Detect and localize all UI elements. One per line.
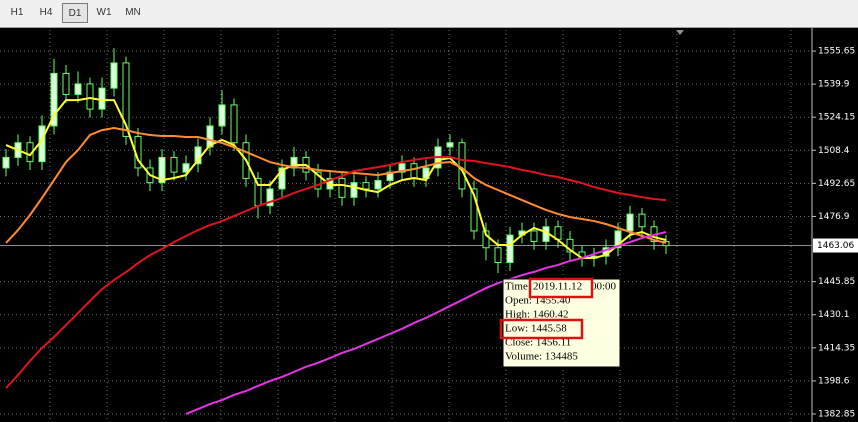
- moving-average: [5, 156, 667, 389]
- candle-body: [662, 240, 670, 247]
- candle-body: [530, 230, 538, 242]
- candle-body: [374, 180, 382, 190]
- candle-body: [266, 188, 274, 207]
- y-tick-label: 1524.15: [818, 113, 855, 123]
- candle-body: [206, 125, 214, 148]
- y-tick-label: 1382.85: [818, 409, 855, 419]
- highlight-box: [499, 318, 584, 340]
- highlight-box: [528, 277, 594, 299]
- timeframe-button[interactable]: W1: [96, 7, 112, 18]
- tooltip-line: Close: 1456.11: [505, 337, 571, 349]
- y-tick-label: 1508.4: [818, 146, 850, 156]
- candle-body: [110, 62, 118, 89]
- candle-body: [494, 247, 502, 263]
- tooltip-line: Low: 1445.58: [505, 323, 567, 335]
- candle-body: [122, 62, 130, 137]
- tooltip-line: High: 1460.42: [505, 309, 569, 321]
- current-price-label: 1463.06: [817, 241, 854, 251]
- candle-body: [626, 213, 634, 232]
- timeframe-button[interactable]: D1: [62, 3, 88, 23]
- price-label-box: [813, 238, 858, 253]
- y-tick-label: 1430.1: [818, 310, 850, 320]
- tooltip-box: [502, 278, 621, 368]
- moving-average: [5, 127, 667, 244]
- shift-marker: [676, 30, 684, 35]
- candle-body: [218, 104, 226, 127]
- timeframe-button[interactable]: H1: [10, 7, 24, 18]
- candle-body: [470, 188, 478, 232]
- candle-body: [182, 163, 190, 173]
- y-tick-label: 1414.35: [818, 343, 855, 353]
- moving-average: [5, 96, 667, 260]
- candle-body: [74, 83, 82, 95]
- y-tick-label: 1539.9: [818, 80, 850, 90]
- candle-body: [398, 163, 406, 173]
- candle-body: [86, 83, 94, 110]
- candle-body: [350, 182, 358, 198]
- tooltip-time-label: Time:: [505, 281, 531, 293]
- candle-body: [638, 213, 646, 228]
- tooltip-line: Volume: 134485: [505, 351, 578, 363]
- timeframe-button[interactable]: MN: [125, 7, 141, 18]
- candle-body: [410, 163, 418, 179]
- candle-body: [446, 142, 454, 148]
- candle-body: [98, 87, 106, 110]
- y-tick-label: 1492.65: [818, 179, 855, 189]
- moving-average: [185, 231, 667, 415]
- candle-body: [482, 230, 490, 249]
- candle-body: [338, 177, 346, 198]
- candle-body: [614, 230, 622, 249]
- price-axis: [812, 28, 858, 422]
- chart: 1555.65 1539.9 1524.15 1508.4 1492.65 1476.9 1…: [0, 28, 858, 422]
- candle-body: [230, 104, 238, 144]
- candle-body: [506, 234, 514, 263]
- candle-body: [362, 182, 370, 190]
- y-tick-label: 1398.6: [818, 376, 850, 386]
- tooltip-time-date: 2019.11.12: [533, 281, 582, 293]
- candle-body: [50, 72, 58, 127]
- tooltip-time-hour: 00:00: [591, 281, 617, 293]
- candle-body: [314, 171, 322, 190]
- y-tick-label: 1476.9: [818, 212, 850, 222]
- toolbar: H1 H4 D1 W1 MN: [0, 0, 858, 28]
- y-tick-label: 1445.85: [818, 277, 855, 287]
- y-tick-label: 1555.65: [818, 47, 855, 57]
- candle-body: [278, 167, 286, 190]
- candle-body: [62, 72, 70, 95]
- candle-body: [2, 156, 10, 169]
- timeframe-button[interactable]: H4: [39, 7, 53, 18]
- candle-body: [170, 156, 178, 173]
- candle-body: [566, 238, 574, 253]
- candle-body: [158, 156, 166, 184]
